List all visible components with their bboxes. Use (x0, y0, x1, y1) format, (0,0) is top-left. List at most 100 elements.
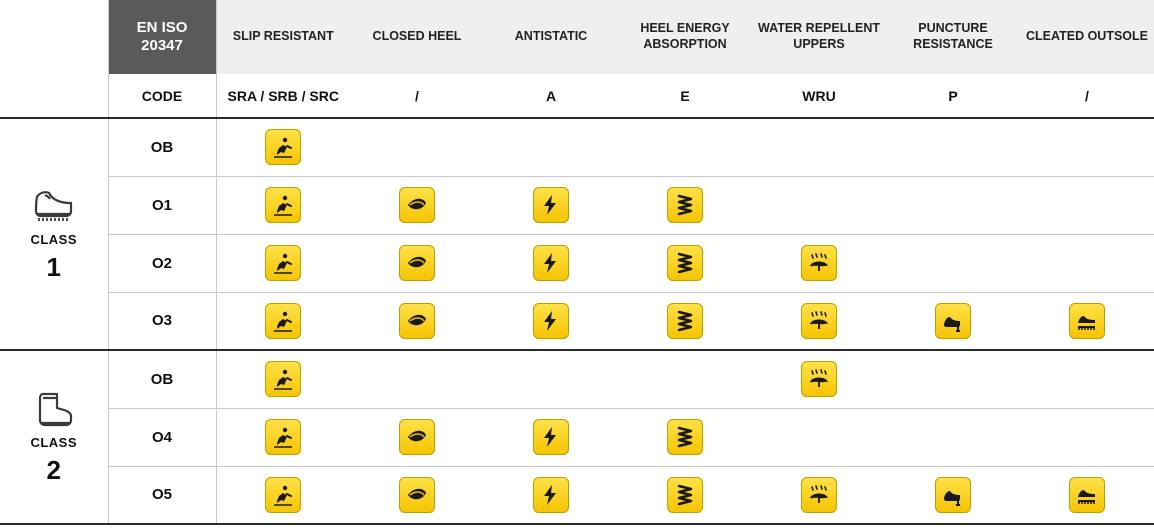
feature-cell (484, 350, 618, 408)
feature-cell (1020, 408, 1154, 466)
feature-cell (886, 466, 1020, 524)
feature-cell (886, 292, 1020, 350)
feature-cell (886, 234, 1020, 292)
feature-cell (484, 466, 618, 524)
feature-cell (484, 292, 618, 350)
feature-code: E (618, 74, 752, 118)
feature-cell (752, 292, 886, 350)
standard-line2: 20347 (109, 37, 216, 55)
row-code: O2 (108, 234, 216, 292)
feature-cell (886, 176, 1020, 234)
feature-cell (350, 118, 484, 176)
closed-heel-icon (399, 245, 435, 281)
feature-cell (618, 466, 752, 524)
water-repellent-icon (801, 245, 837, 281)
row-code: OB (108, 118, 216, 176)
header-row-codes: CODE SRA / SRB / SRC / A E WRU P / (0, 74, 1154, 118)
antistatic-icon (533, 187, 569, 223)
header-feature: CLEATED OUTSOLE (1020, 0, 1154, 74)
feature-code: P (886, 74, 1020, 118)
header-blank (0, 74, 108, 118)
cleated-icon (1069, 303, 1105, 339)
class-label-cell: CLASS 1 (0, 118, 108, 350)
feature-cell (1020, 466, 1154, 524)
feature-cell (350, 234, 484, 292)
feature-code: / (350, 74, 484, 118)
feature-cell (886, 118, 1020, 176)
table-container: EN ISO 20347 SLIP RESISTANT CLOSED HEEL … (0, 0, 1154, 525)
antistatic-icon (533, 245, 569, 281)
feature-cell (484, 176, 618, 234)
shoe-boot-icon (31, 187, 77, 227)
feature-cell (216, 118, 350, 176)
feature-cell (752, 176, 886, 234)
header-feature: SLIP RESISTANT (216, 0, 350, 74)
heel-energy-icon (667, 187, 703, 223)
table-row: CLASS 2 OB (0, 350, 1154, 408)
feature-cell (618, 408, 752, 466)
feature-cell (1020, 176, 1154, 234)
feature-cell (1020, 350, 1154, 408)
heel-energy-icon (667, 245, 703, 281)
table-row: O2 (0, 234, 1154, 292)
feature-code: A (484, 74, 618, 118)
table-row: O3 (0, 292, 1154, 350)
slip-icon (265, 361, 301, 397)
feature-cell (484, 234, 618, 292)
feature-cell (484, 408, 618, 466)
slip-icon (265, 303, 301, 339)
feature-cell (752, 234, 886, 292)
feature-cell (618, 234, 752, 292)
wellington-boot-icon (31, 390, 77, 430)
feature-cell (1020, 234, 1154, 292)
heel-energy-icon (667, 303, 703, 339)
puncture-icon (935, 477, 971, 513)
feature-code: WRU (752, 74, 886, 118)
feature-cell (618, 176, 752, 234)
antistatic-icon (533, 303, 569, 339)
feature-cell (350, 176, 484, 234)
closed-heel-icon (399, 419, 435, 455)
feature-cell (350, 408, 484, 466)
feature-cell (216, 466, 350, 524)
feature-cell (350, 466, 484, 524)
feature-cell (752, 466, 886, 524)
feature-code: SRA / SRB / SRC (216, 74, 350, 118)
closed-heel-icon (399, 303, 435, 339)
water-repellent-icon (801, 361, 837, 397)
header-blank (0, 0, 108, 74)
feature-cell (484, 118, 618, 176)
heel-energy-icon (667, 477, 703, 513)
class-number: 2 (47, 456, 61, 485)
slip-icon (265, 129, 301, 165)
water-repellent-icon (801, 303, 837, 339)
row-code: O4 (108, 408, 216, 466)
code-header-label: CODE (108, 74, 216, 118)
water-repellent-icon (801, 477, 837, 513)
class-label: CLASS (30, 233, 77, 247)
feature-cell (216, 408, 350, 466)
feature-cell (216, 350, 350, 408)
feature-cell (886, 408, 1020, 466)
feature-code: / (1020, 74, 1154, 118)
header-feature: ANTISTATIC (484, 0, 618, 74)
feature-cell (752, 118, 886, 176)
heel-energy-icon (667, 419, 703, 455)
table-row: CLASS 1 OB (0, 118, 1154, 176)
feature-cell (350, 292, 484, 350)
header-row-features: EN ISO 20347 SLIP RESISTANT CLOSED HEEL … (0, 0, 1154, 74)
row-code: O5 (108, 466, 216, 524)
feature-cell (216, 234, 350, 292)
slip-icon (265, 419, 301, 455)
closed-heel-icon (399, 477, 435, 513)
table-row: O1 (0, 176, 1154, 234)
row-code: O1 (108, 176, 216, 234)
class-number: 1 (47, 253, 61, 282)
row-code: OB (108, 350, 216, 408)
feature-cell (886, 350, 1020, 408)
feature-cell (216, 292, 350, 350)
feature-cell (618, 118, 752, 176)
header-standard: EN ISO 20347 (108, 0, 216, 74)
slip-icon (265, 477, 301, 513)
antistatic-icon (533, 419, 569, 455)
